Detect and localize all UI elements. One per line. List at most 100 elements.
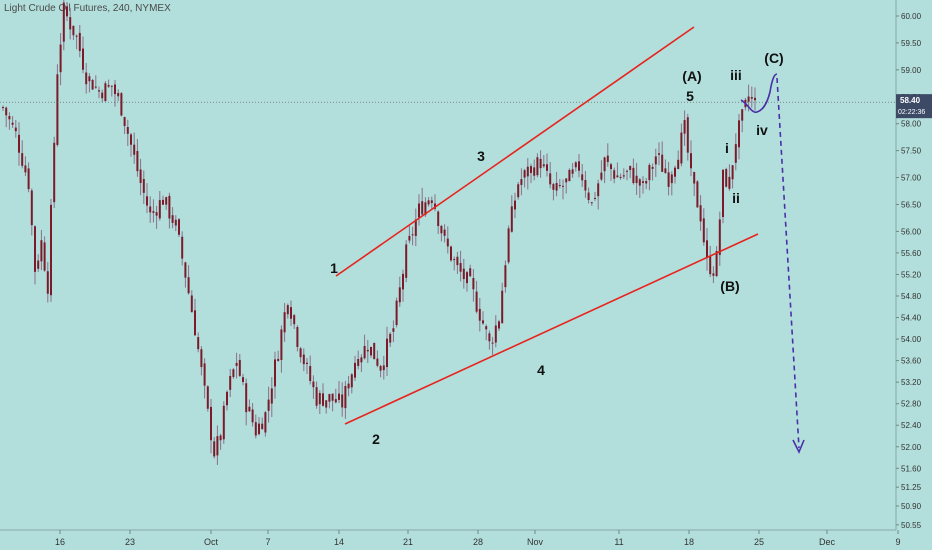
candle-body[interactable] (606, 155, 609, 163)
candle-body[interactable] (469, 268, 472, 277)
candle-body[interactable] (30, 190, 33, 226)
candle-body[interactable] (488, 333, 491, 342)
candle-body[interactable] (645, 181, 648, 184)
candle-body[interactable] (24, 165, 27, 173)
candle-body[interactable] (264, 412, 267, 433)
candle-body[interactable] (683, 120, 686, 134)
candle-body[interactable] (242, 377, 244, 383)
candle-body[interactable] (482, 320, 484, 324)
candle-body[interactable] (392, 328, 395, 332)
candle-body[interactable] (642, 181, 644, 183)
candle-body[interactable] (709, 255, 712, 275)
candle-body[interactable] (558, 184, 561, 187)
candle-body[interactable] (162, 199, 164, 205)
candle-body[interactable] (274, 359, 276, 387)
candle-body[interactable] (331, 393, 334, 401)
candle-body[interactable] (389, 333, 392, 343)
candle-body[interactable] (82, 48, 84, 70)
candle-body[interactable] (450, 246, 452, 261)
candle-body[interactable] (456, 256, 459, 266)
candle-body[interactable] (354, 362, 356, 378)
candle-body[interactable] (2, 107, 4, 109)
candle-body[interactable] (206, 386, 209, 409)
candle-body[interactable] (197, 337, 200, 350)
projection-decline-arrow[interactable] (776, 77, 800, 449)
candle-body[interactable] (475, 291, 478, 312)
candle-body[interactable] (232, 369, 235, 377)
candle-body[interactable] (75, 35, 78, 37)
candle-body[interactable] (379, 365, 382, 371)
candle-body[interactable] (434, 203, 436, 209)
candle-body[interactable] (366, 349, 369, 352)
candle-body[interactable] (322, 393, 324, 406)
candle-body[interactable] (690, 153, 692, 169)
candle-body[interactable] (130, 134, 132, 145)
candle-body[interactable] (43, 242, 46, 271)
candle-body[interactable] (478, 308, 481, 321)
candle-body[interactable] (126, 127, 129, 134)
candle-body[interactable] (616, 175, 619, 178)
candle-body[interactable] (635, 175, 638, 184)
candle-body[interactable] (280, 329, 283, 360)
candle-body[interactable] (293, 315, 296, 325)
candle-body[interactable] (363, 345, 366, 359)
candle-body[interactable] (414, 219, 417, 236)
candle-body[interactable] (501, 290, 504, 324)
candle-body[interactable] (8, 116, 11, 120)
candle-body[interactable] (78, 32, 81, 51)
candle-body[interactable] (238, 359, 241, 376)
candle-body[interactable] (597, 183, 600, 197)
candle-body[interactable] (702, 218, 705, 243)
candle-body[interactable] (712, 273, 715, 276)
candle-body[interactable] (373, 342, 376, 360)
candle-body[interactable] (555, 182, 558, 191)
candle-body[interactable] (754, 97, 756, 101)
candle-body[interactable] (318, 393, 321, 405)
candle-body[interactable] (152, 211, 155, 213)
candle-body[interactable] (283, 312, 286, 333)
candle-body[interactable] (539, 158, 542, 169)
candle-body[interactable] (306, 362, 308, 365)
candle-body[interactable] (254, 422, 257, 436)
candle-body[interactable] (149, 206, 152, 213)
candle-body[interactable] (510, 206, 513, 232)
projection-wave-c[interactable] (740, 73, 778, 114)
candle-body[interactable] (386, 338, 388, 368)
candle-body[interactable] (258, 423, 260, 435)
candle-body[interactable] (210, 406, 212, 441)
candle-body[interactable] (648, 164, 651, 181)
candle-body[interactable] (328, 394, 331, 402)
candle-body[interactable] (66, 6, 68, 17)
candle-body[interactable] (670, 174, 673, 184)
candle-body[interactable] (296, 327, 299, 347)
candle-body[interactable] (178, 219, 180, 235)
candle-body[interactable] (549, 173, 552, 185)
candle-body[interactable] (421, 201, 424, 215)
candle-body[interactable] (610, 164, 612, 170)
candle-body[interactable] (14, 127, 17, 132)
candle-body[interactable] (136, 150, 139, 172)
candle-body[interactable] (200, 349, 203, 368)
candle-body[interactable] (229, 376, 232, 390)
candle-body[interactable] (165, 197, 168, 205)
candle-body[interactable] (338, 393, 340, 400)
candle-body[interactable] (405, 244, 408, 278)
candle-body[interactable] (315, 387, 318, 406)
candle-body[interactable] (581, 174, 584, 181)
candle-body[interactable] (395, 300, 398, 326)
candle-body[interactable] (571, 169, 574, 174)
candle-body[interactable] (267, 399, 270, 411)
candle-body[interactable] (523, 170, 526, 178)
candle-body[interactable] (261, 423, 264, 430)
candle-body[interactable] (222, 405, 225, 440)
candle-body[interactable] (107, 85, 110, 87)
candle-body[interactable] (693, 172, 696, 184)
candle-body[interactable] (133, 144, 136, 155)
candle-body[interactable] (651, 166, 654, 169)
candle-body[interactable] (187, 277, 190, 294)
candle-body[interactable] (114, 84, 116, 95)
candle-body[interactable] (430, 200, 433, 204)
candle-body[interactable] (533, 167, 536, 176)
candle-body[interactable] (139, 169, 142, 183)
candle-body[interactable] (696, 181, 699, 208)
